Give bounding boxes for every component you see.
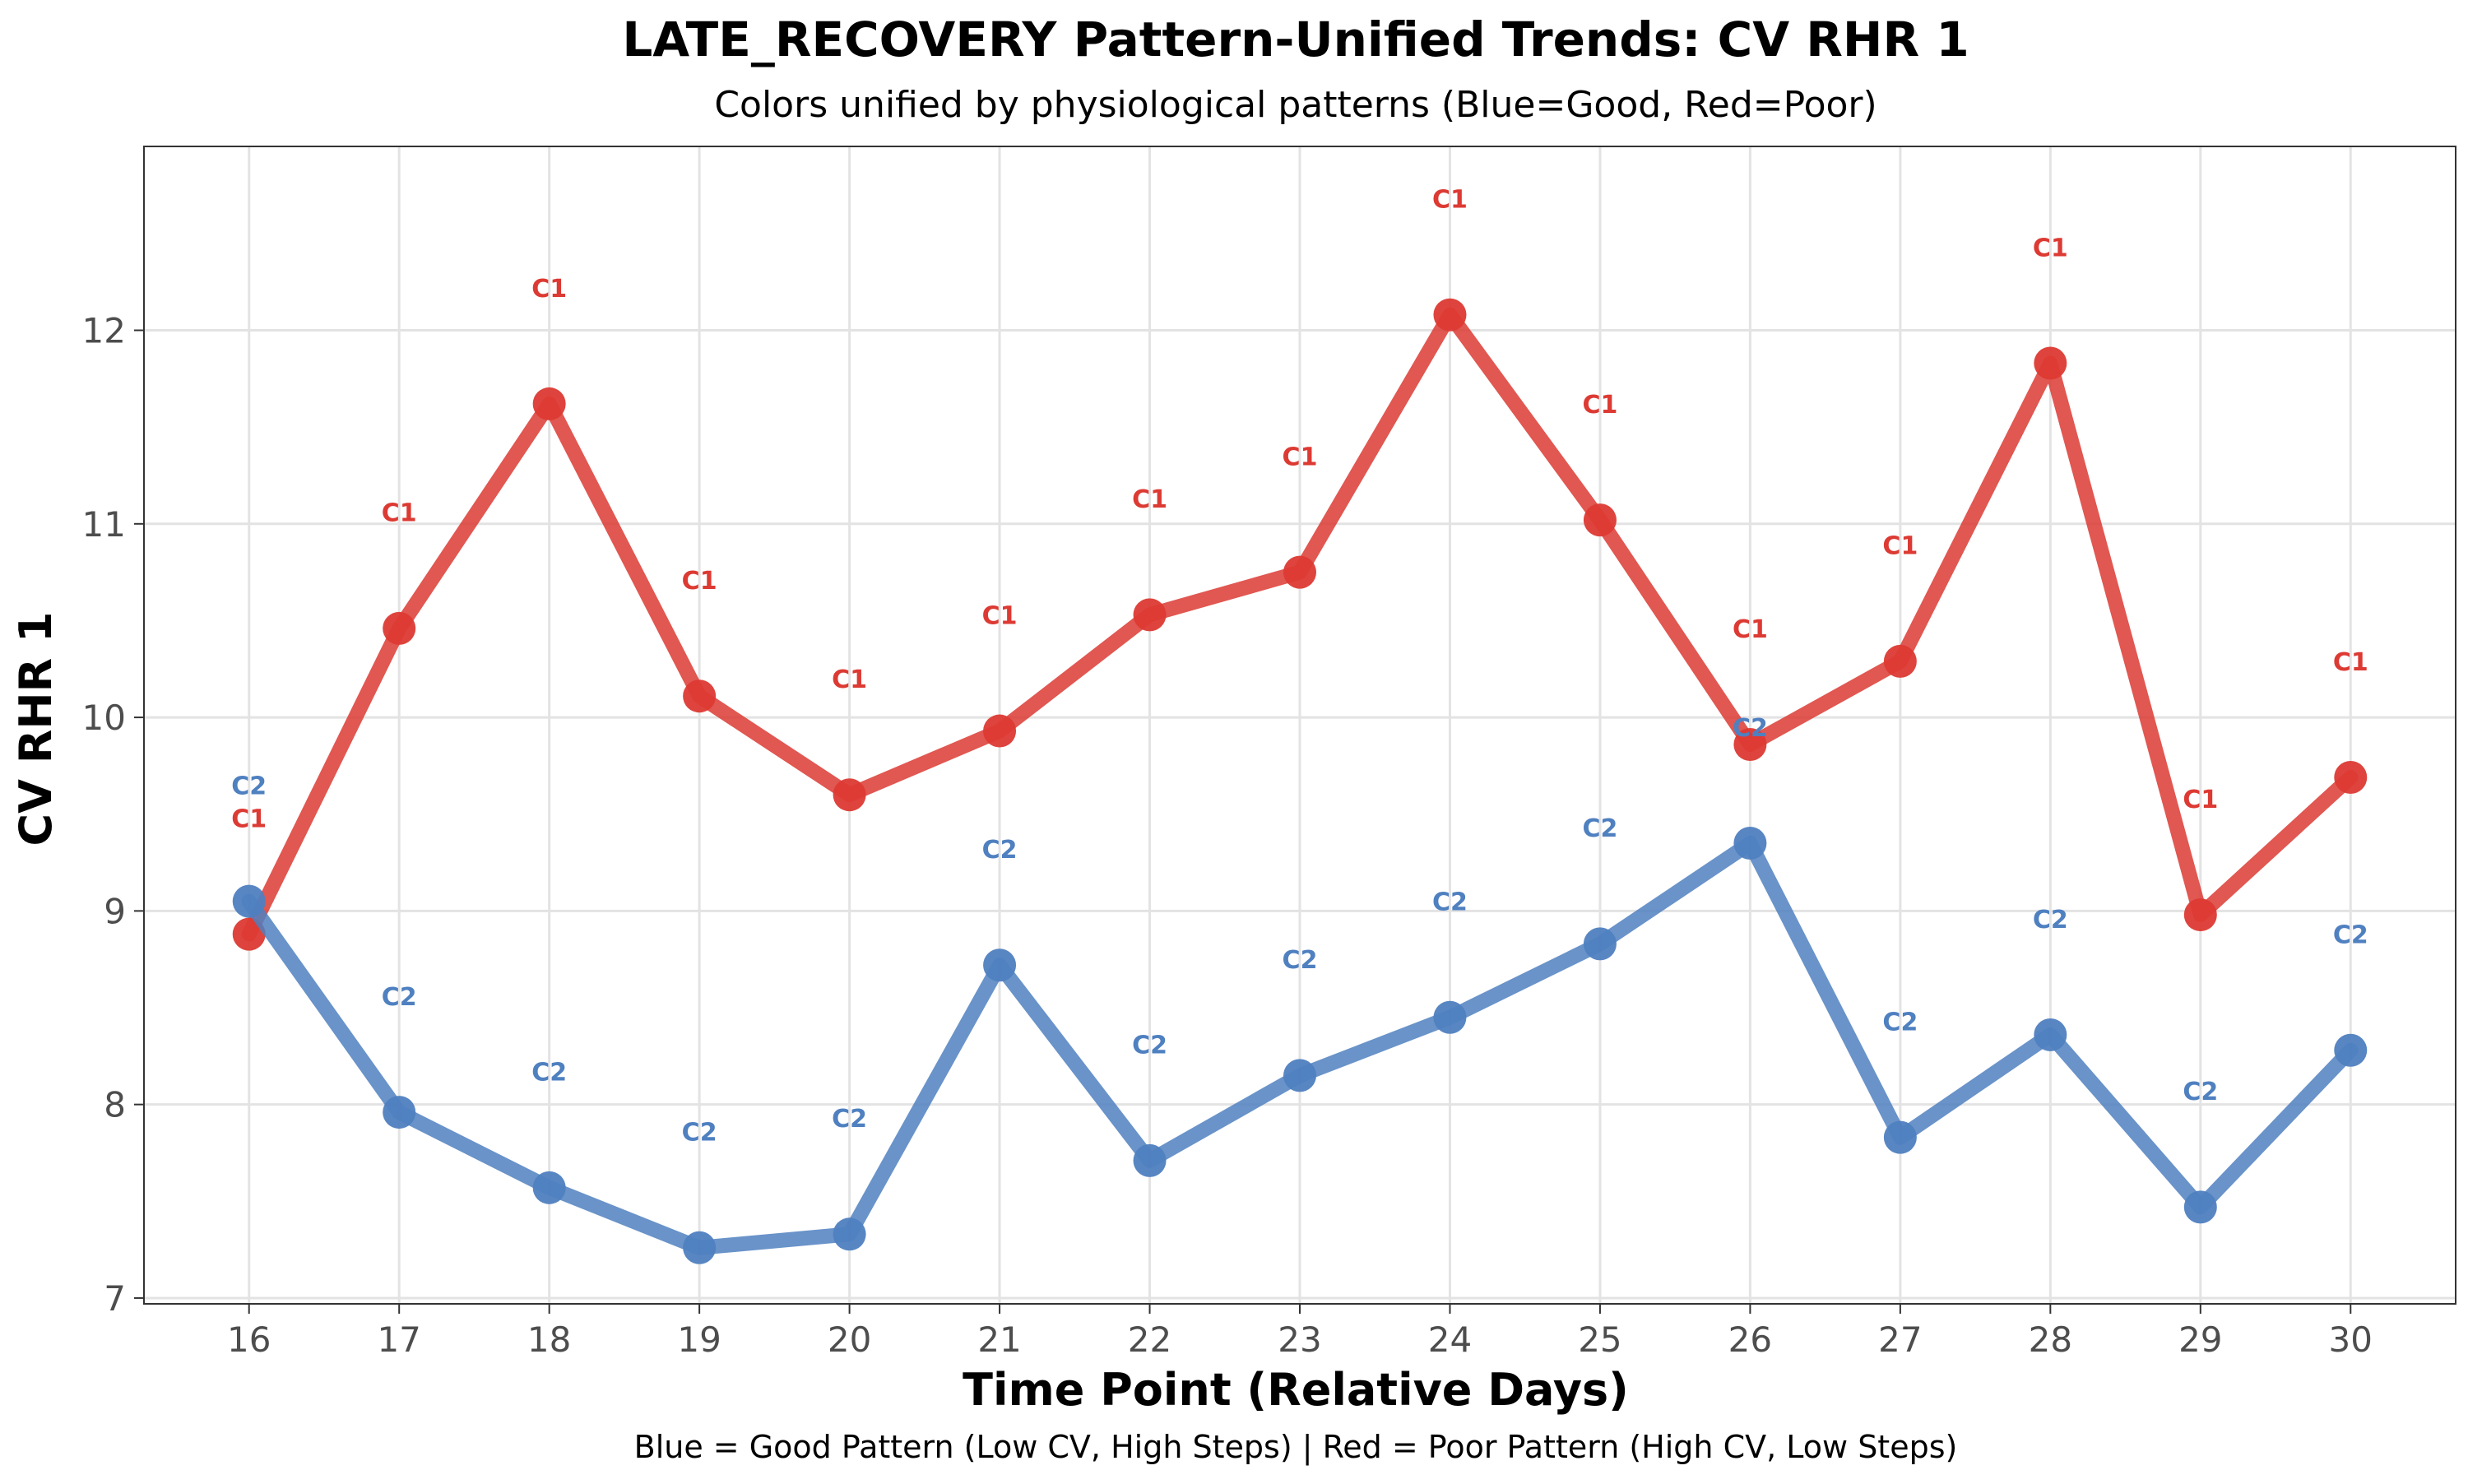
data-point xyxy=(1283,1059,1316,1092)
data-point xyxy=(532,387,566,420)
data-label: C2 xyxy=(1132,1032,1167,1060)
data-point xyxy=(532,1171,566,1204)
x-tick-label: 27 xyxy=(1878,1319,1922,1360)
data-point xyxy=(1433,298,1467,332)
y-tick-label: 8 xyxy=(104,1085,126,1125)
x-tick-label: 21 xyxy=(977,1319,1021,1360)
data-label: C1 xyxy=(1882,532,1918,561)
x-tick-label: 16 xyxy=(227,1319,271,1360)
data-point xyxy=(1133,598,1167,632)
data-point xyxy=(683,1231,717,1264)
data-point xyxy=(1733,728,1767,762)
data-label: C2 xyxy=(1582,814,1617,843)
x-tick-label: 19 xyxy=(677,1319,721,1360)
data-point xyxy=(1733,827,1767,860)
data-label: C1 xyxy=(1733,615,1768,644)
x-tick-label: 17 xyxy=(377,1319,420,1360)
data-point xyxy=(1883,1120,1917,1154)
data-label: C2 xyxy=(231,772,267,800)
data-point xyxy=(232,917,266,951)
data-label: C1 xyxy=(1132,485,1167,514)
data-point xyxy=(232,884,266,918)
data-label: C2 xyxy=(2033,906,2068,934)
data-point xyxy=(1583,503,1617,537)
data-point xyxy=(1433,1000,1467,1034)
y-axis-title: CV RHR 1 xyxy=(10,612,62,846)
data-point xyxy=(983,948,1017,982)
data-point xyxy=(1583,927,1617,961)
x-tick-label: 24 xyxy=(1428,1319,1472,1360)
x-tick-label: 22 xyxy=(1128,1319,1171,1360)
x-tick-label: 20 xyxy=(828,1319,871,1360)
data-point xyxy=(2334,761,2368,795)
data-label: C2 xyxy=(1882,1008,1918,1036)
data-point xyxy=(383,611,416,645)
x-tick-label: 18 xyxy=(527,1319,571,1360)
data-label: C1 xyxy=(832,665,867,694)
x-axis-title: Time Point (Relative Days) xyxy=(963,1364,1629,1416)
data-label: C1 xyxy=(2183,786,2218,814)
chart-title: LATE_RECOVERY Pattern-Unified Trends: CV… xyxy=(622,12,1969,67)
data-label: C1 xyxy=(1582,391,1617,420)
x-tick-label: 30 xyxy=(2329,1319,2373,1360)
x-tick-label: 29 xyxy=(2178,1319,2222,1360)
chart-subtitle: Colors unified by physiological patterns… xyxy=(714,84,1877,126)
point-labels: C1 C1 C1 C1 C1 C1 C1 C1 C1 C1 C1 C1 C1 C1 C1 C2 C2 C2 C2 C2… xyxy=(231,186,2368,1148)
y-tick-label: 12 xyxy=(82,311,126,351)
data-point xyxy=(2034,1018,2067,1051)
data-label: C2 xyxy=(531,1059,567,1087)
x-tick-label: 23 xyxy=(1278,1319,1321,1360)
x-tick-label: 25 xyxy=(1578,1319,1621,1360)
y-tick-label: 10 xyxy=(82,698,126,738)
data-label: C2 xyxy=(1283,946,1318,975)
x-tick-label: 28 xyxy=(2029,1319,2072,1360)
data-label: C1 xyxy=(231,805,267,833)
axes: 16 17 18 19 20 21 22 23 24 25 26 27 28 29 30 7 8 9 10 11 12 xyxy=(82,311,2373,1360)
y-tick-label: 9 xyxy=(104,891,126,931)
data-label: C2 xyxy=(982,836,1018,865)
series-c1 xyxy=(232,298,2368,951)
data-point xyxy=(1283,555,1316,589)
series-c2 xyxy=(232,827,2368,1264)
data-label: C2 xyxy=(832,1105,867,1134)
data-label: C2 xyxy=(682,1119,717,1148)
data-point xyxy=(2183,898,2217,932)
y-tick-label: 7 xyxy=(104,1278,126,1319)
data-label: C2 xyxy=(1432,888,1468,917)
data-label: C2 xyxy=(2333,921,2368,950)
data-label: C1 xyxy=(2033,234,2068,262)
data-label: C1 xyxy=(2333,648,2368,677)
data-point xyxy=(2183,1190,2217,1224)
data-label: C1 xyxy=(1432,186,1468,215)
gridlines xyxy=(144,146,2456,1304)
chart-caption: Blue = Good Pattern (Low CV, High Steps)… xyxy=(634,1429,1958,1466)
data-label: C2 xyxy=(382,983,417,1012)
data-point xyxy=(2334,1033,2368,1067)
series-layer xyxy=(232,298,2368,1264)
data-label: C2 xyxy=(2183,1078,2218,1106)
data-label: C1 xyxy=(982,601,1018,630)
y-tick-label: 11 xyxy=(82,504,126,545)
data-point xyxy=(1133,1143,1167,1177)
data-label: C2 xyxy=(1733,714,1768,743)
data-label: C1 xyxy=(382,499,417,528)
data-point xyxy=(983,714,1017,748)
data-point xyxy=(2034,346,2067,380)
data-point xyxy=(683,679,717,713)
data-point xyxy=(833,778,866,812)
data-label: C1 xyxy=(531,275,567,304)
data-label: C1 xyxy=(1283,443,1318,471)
data-point xyxy=(383,1096,416,1129)
data-point xyxy=(833,1217,866,1251)
x-tick-label: 26 xyxy=(1728,1319,1772,1360)
data-point xyxy=(1883,644,1917,678)
data-label: C1 xyxy=(682,567,717,596)
